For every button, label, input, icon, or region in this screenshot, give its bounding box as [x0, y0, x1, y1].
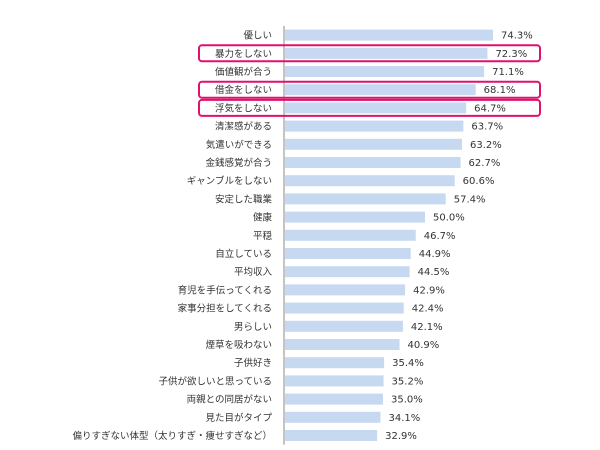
category-label: 家事分担をしてくれる [178, 303, 272, 315]
value-label: 42.9% [413, 285, 445, 296]
bar [285, 320, 403, 332]
category-labels-group: 優しい暴力をしない価値観が合う借金をしない浮気をしない清潔感がある気遣いができる… [72, 30, 272, 442]
value-label: 62.7% [469, 158, 501, 169]
category-label: 借金をしない [215, 84, 272, 96]
value-label: 42.1% [411, 322, 443, 333]
category-label: 気遣いができる [206, 139, 272, 151]
bar [285, 339, 400, 350]
category-label: 子供が欲しいと思っている [158, 375, 272, 387]
value-label: 32.9% [385, 431, 417, 442]
highlights-group [198, 44, 541, 117]
bar [285, 138, 462, 150]
category-label: 金銭感覚が合う [205, 157, 272, 169]
value-label: 35.0% [391, 395, 423, 406]
category-label: 優しい [243, 30, 272, 42]
bars-group [285, 29, 494, 441]
bar [285, 248, 411, 259]
value-label: 74.3% [501, 31, 533, 42]
bar [285, 393, 383, 405]
bar [285, 284, 406, 296]
category-label: 価値観が合う [215, 66, 272, 78]
bar [285, 102, 467, 114]
category-label: 平穏 [253, 231, 273, 242]
bar [285, 175, 455, 187]
value-label: 40.9% [408, 340, 440, 351]
category-label: 清潔感がある [215, 121, 272, 133]
bar [285, 357, 385, 369]
value-label: 60.6% [463, 176, 495, 187]
bar [285, 120, 464, 132]
bar [285, 266, 410, 278]
value-label: 46.7% [424, 231, 456, 242]
bar [285, 430, 378, 441]
category-label: 暴力をしない [215, 48, 272, 60]
highlight-frame [198, 98, 541, 117]
value-label: 50.0% [433, 213, 465, 224]
value-label: 68.1% [484, 85, 516, 96]
category-label: 浮気をしない [215, 102, 272, 114]
category-label: 両親との同居がない [187, 394, 272, 406]
value-label: 63.2% [470, 140, 502, 151]
bar [285, 411, 381, 423]
bar [285, 211, 425, 223]
category-label: 煙草を吸わない [205, 339, 272, 351]
bar [285, 193, 446, 205]
category-label: 安定した職業 [215, 193, 273, 205]
category-label: 子供好き [234, 357, 272, 369]
bar [285, 302, 404, 314]
value-labels-group: 74.3% 72.3% 71.1% 68.1% 64.7% 63.7% 63.2% 62.7%… [385, 31, 533, 442]
highlight-frame [198, 44, 541, 63]
category-label: 育児を手伝ってくれる [178, 284, 272, 296]
bar [285, 84, 476, 96]
category-label: 平均収入 [234, 266, 273, 278]
category-label: 健康 [253, 212, 273, 224]
value-label: 35.2% [392, 376, 424, 387]
value-label: 44.5% [418, 267, 450, 278]
value-label: 64.7% [474, 103, 506, 114]
category-label: 自立している [215, 248, 272, 260]
bar [285, 229, 416, 241]
value-label: 42.4% [412, 304, 444, 315]
bar [285, 66, 485, 77]
value-label: 63.7% [471, 122, 503, 133]
bar [285, 375, 384, 387]
value-label: 72.3% [495, 49, 527, 60]
value-label: 35.4% [392, 358, 424, 369]
category-label: 男らしい [234, 322, 272, 333]
value-label: 71.1% [492, 67, 524, 78]
value-label: 34.1% [388, 413, 420, 424]
category-label: 偏りすぎない体型（太りすぎ・痩せすぎなど） [72, 430, 272, 442]
category-label: ギャンブルをしない [187, 175, 272, 187]
bar [285, 47, 488, 59]
value-label: 57.4% [454, 194, 486, 205]
category-label: 見た目がタイプ [205, 412, 272, 424]
highlight-frame [198, 80, 541, 99]
bar [285, 29, 494, 41]
bar [285, 157, 461, 168]
value-label: 44.9% [419, 249, 451, 260]
